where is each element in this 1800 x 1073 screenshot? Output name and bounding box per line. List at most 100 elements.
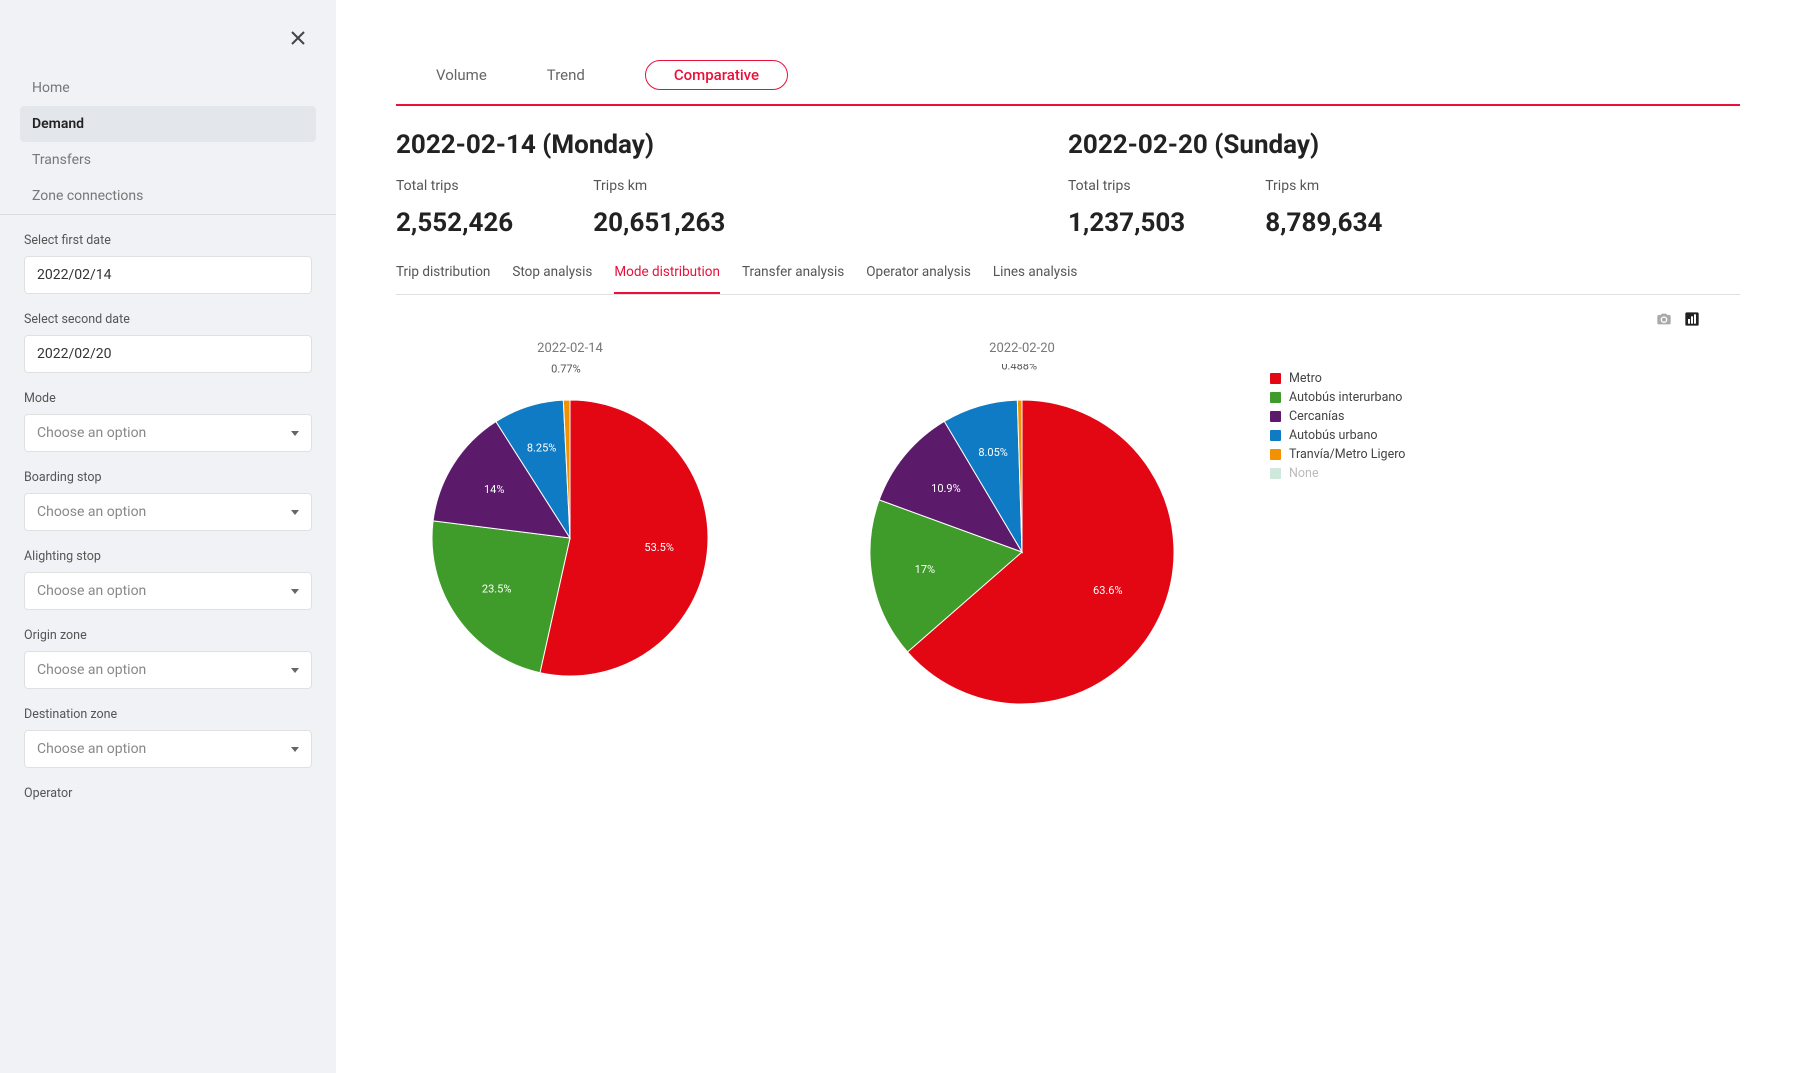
filter-label: Destination zone [24,707,312,722]
metric-value: 8,789,634 [1265,208,1382,238]
pie-svg: 53.5% 23.5% 14% 8.25% 0.77% [396,364,744,712]
filter-label: Select first date [24,233,312,248]
chart-legend: Metro Autobús interurbano Cercanías Autobús… [1270,371,1405,485]
filter-value: Choose an option [37,583,146,599]
sidebar-item-zone-connections[interactable]: Zone connections [20,178,316,214]
filter-value: 2022/02/20 [37,346,112,362]
legend-label: Tranvía/Metro Ligero [1289,447,1405,462]
filter-value: 2022/02/14 [37,267,112,283]
metric: Trips km 8,789,634 [1265,178,1382,238]
metric-label: Total trips [396,178,513,194]
metrics-row: Total trips 2,552,426 Trips km20,651,263 [396,178,1068,238]
camera-icon[interactable] [1656,311,1672,331]
tab-volume[interactable]: Volume [436,66,487,84]
filter-boarding-stop: Boarding stopChoose an option [0,470,336,549]
filter-alighting-stop: Alighting stop Choose an option [0,549,336,628]
barchart-icon[interactable] [1684,311,1700,331]
legend-item[interactable]: Tranvía/Metro Ligero [1270,447,1405,462]
filter-date-input[interactable]: 2022/02/20 [24,335,312,373]
metric: Trips km20,651,263 [593,178,725,238]
filter-label: Alighting stop [24,549,312,564]
pie-title: 2022-02-20 [834,341,1210,356]
metric-value: 2,552,426 [396,208,513,238]
sidebar-item-home[interactable]: Home [20,70,316,106]
metric: Total trips1,237,503 [1068,178,1185,238]
filter-select-first-date: Select first date 2022/02/14 [0,233,336,312]
filter-destination-zone: Destination zone Choose an option [0,707,336,786]
subtab-transfer-analysis[interactable]: Transfer analysis [742,264,844,294]
slice-label: 17% [915,563,935,576]
legend-item[interactable]: Autobús interurbano [1270,390,1405,405]
sidebar-item-transfers[interactable]: Transfers [20,142,316,178]
chart-toolbar [396,311,1740,331]
legend-swatch [1270,392,1281,403]
pie-chart: 2022-02-20 63.6% 17% 10.9% 8.05% 0.488% [834,341,1210,740]
filter-select[interactable]: Choose an option [24,493,312,531]
sidebar-nav: HomeDemandTransfersZone connections [0,70,336,215]
subtab-operator-analysis[interactable]: Operator analysis [866,264,971,294]
slice-label: 63.6% [1093,584,1123,597]
date-title: 2022-02-20 (Sunday) [1068,130,1740,160]
slice-label: 10.9% [931,482,961,495]
legend-item[interactable]: Metro [1270,371,1405,386]
filter-value: Choose an option [37,425,146,441]
legend-item[interactable]: Autobús urbano [1270,428,1405,443]
pie-chart: 2022-02-1453.5%23.5%14%8.25%0.77% [396,341,744,740]
subtab-mode-distribution[interactable]: Mode distribution [614,264,720,294]
filter-value: Choose an option [37,662,146,678]
filter-select[interactable]: Choose an option [24,414,312,452]
legend-swatch [1270,430,1281,441]
filter-value: Choose an option [37,741,146,757]
metric-label: Trips km [593,178,725,194]
top-tabs: Volume Trend Comparative [396,60,1740,106]
chevron-down-icon [291,510,299,515]
slice-label: 53.5% [644,541,674,554]
subtab-lines-analysis[interactable]: Lines analysis [993,264,1078,294]
tab-trend[interactable]: Trend [547,66,585,84]
date-title: 2022-02-14 (Monday) [396,130,1068,160]
legend-item[interactable]: Cercanías [1270,409,1405,424]
filter-value: Choose an option [37,504,146,520]
filter-label: Origin zone [24,628,312,643]
legend-swatch [1270,411,1281,422]
subtab-trip-distribution[interactable]: Trip distribution [396,264,490,294]
main-panel: Volume Trend Comparative 2022-02-14 (Monda… [336,0,1800,1073]
filter-select-second-date: Select second date 2022/02/20 [0,312,336,391]
close-icon[interactable] [290,31,306,50]
sidebar-close-wrap [0,0,336,70]
filter-date-input[interactable]: 2022/02/14 [24,256,312,294]
chevron-down-icon [291,589,299,594]
filter-label: Operator [24,786,312,801]
legend-item[interactable]: None [1270,466,1405,481]
slice-label: 23.5% [482,583,512,596]
filter-select[interactable]: Choose an option [24,730,312,768]
slice-label: 8.05% [978,446,1008,459]
metric-label: Trips km [1265,178,1382,194]
date-column: 2022-02-20 (Sunday)Total trips1,237,503T… [1068,130,1740,238]
legend-label: Autobús interurbano [1289,390,1402,405]
metric: Total trips 2,552,426 [396,178,513,238]
pie-svg: 63.6% 17% 10.9% 8.05% 0.488% [834,364,1210,740]
filter-label: Select second date [24,312,312,327]
filter-label: Mode [24,391,312,406]
date-column: 2022-02-14 (Monday)Total trips2,552,426T… [396,130,1068,238]
chevron-down-icon [291,431,299,436]
legend-label: Cercanías [1289,409,1344,424]
filter-operator: Operator [0,786,336,827]
sub-tabs: Trip distribution Stop analysis Mode distr… [396,264,1740,295]
filter-select[interactable]: Choose an option [24,651,312,689]
legend-label: Autobús urbano [1289,428,1378,443]
sidebar-item-demand[interactable]: Demand [20,106,316,142]
slice-label: 14% [484,483,504,496]
tab-comparative[interactable]: Comparative [645,60,788,90]
subtab-stop-analysis[interactable]: Stop analysis [512,264,592,294]
slice-label: 0.488% [1001,364,1037,373]
legend-swatch [1270,468,1281,479]
filter-select[interactable]: Choose an option [24,572,312,610]
sidebar: HomeDemandTransfersZone connections Sele… [0,0,336,1073]
metric-label: Total trips [1068,178,1185,194]
slice-label: 0.77% [551,364,581,376]
slice-label: 8.25% [527,442,557,455]
legend-swatch [1270,373,1281,384]
legend-swatch [1270,449,1281,460]
